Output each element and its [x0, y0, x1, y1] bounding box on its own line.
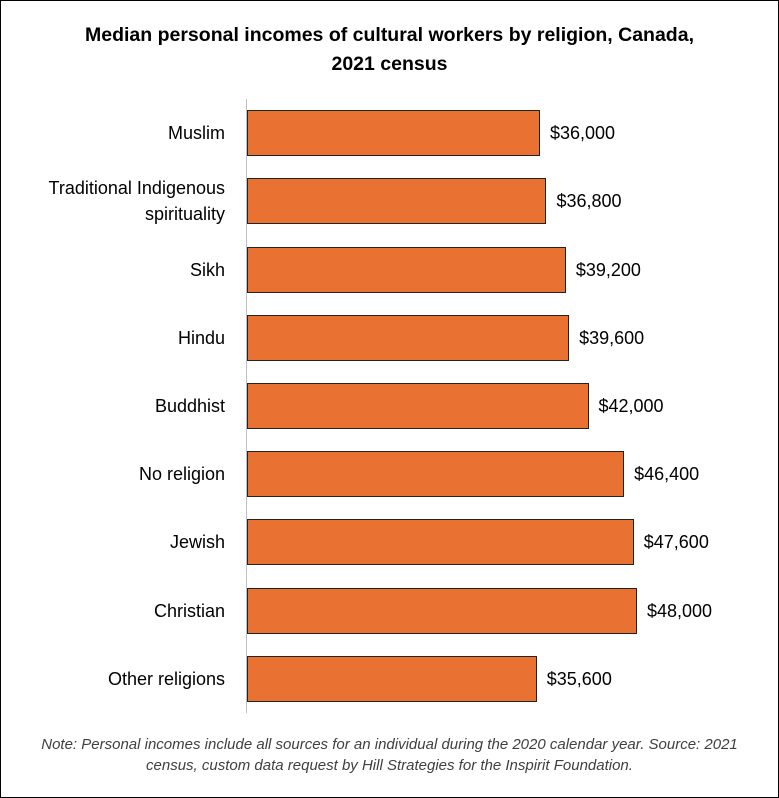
chart-title: Median personal incomes of cultural work…: [85, 24, 694, 75]
data-label: $48,000: [647, 600, 713, 621]
bar: [247, 451, 625, 498]
category-label: Hindu: [177, 327, 225, 348]
data-label: $47,600: [643, 532, 709, 553]
category-label: Traditional Indigenous spirituality: [48, 178, 225, 225]
category-label: Muslim: [168, 123, 225, 144]
category-label: Sikh: [189, 259, 225, 280]
bar: [247, 178, 547, 225]
data-label: $36,800: [556, 191, 622, 212]
bar: [247, 587, 637, 634]
bar: [247, 655, 537, 702]
data-label: $35,600: [546, 668, 612, 689]
category-label: Buddhist: [154, 396, 225, 416]
chart-note: Note: Personal incomes include all sourc…: [41, 736, 738, 774]
category-label: Other religions: [107, 668, 225, 689]
category-label: No religion: [138, 464, 225, 485]
bar: [247, 383, 589, 429]
bar: [247, 519, 634, 566]
data-label: $39,200: [575, 259, 641, 280]
data-label: $42,000: [598, 396, 664, 416]
bar: [247, 314, 570, 361]
category-axis-line: [246, 99, 247, 713]
data-label: $46,400: [634, 464, 700, 485]
bar: [247, 110, 540, 157]
category-label: Christian: [153, 600, 225, 621]
bar: [247, 246, 566, 293]
category-label: Jewish: [169, 532, 225, 553]
data-label: $39,600: [579, 327, 645, 348]
data-label: $36,000: [550, 123, 616, 144]
